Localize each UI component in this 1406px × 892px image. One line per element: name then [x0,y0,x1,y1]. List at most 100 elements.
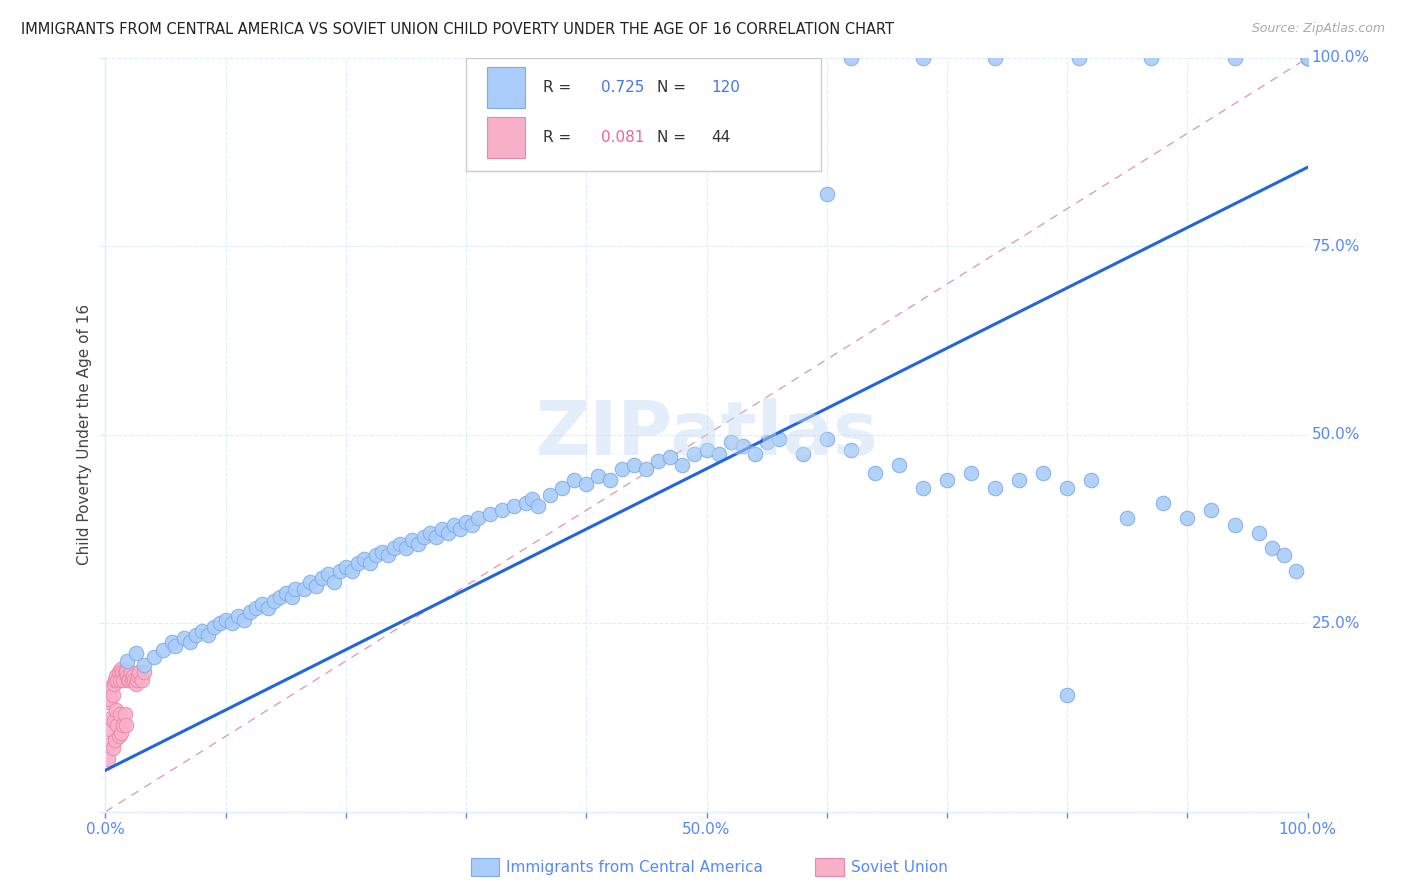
Point [755,435,778,450]
Point [911,51,934,65]
Point [305,579,328,593]
Point [636,462,658,476]
Point [425,530,447,544]
Point [936,473,959,487]
Point [538,488,561,502]
Point [437,525,460,540]
Point [284,582,307,597]
Point [1296,51,1319,65]
Point [1296,51,1319,65]
Point [461,518,484,533]
Point [491,503,513,517]
Point [1296,51,1319,65]
Point [121,673,143,687]
Point [419,525,441,540]
Point [101,740,124,755]
Point [173,632,195,646]
Point [110,725,132,739]
Text: Source: ZipAtlas.com: Source: ZipAtlas.com [1251,22,1385,36]
Point [454,515,477,529]
Point [347,556,370,570]
Point [132,665,155,680]
Point [1272,549,1295,563]
Point [114,706,136,721]
Point [112,673,135,687]
Point [522,491,544,506]
Point [107,665,129,680]
Point [152,642,174,657]
Point [340,564,363,578]
Point [364,549,387,563]
Point [388,537,411,551]
Point [1032,466,1054,480]
Point [107,718,129,732]
Point [98,722,121,736]
Point [1296,51,1319,65]
Point [562,473,585,487]
Point [127,669,149,683]
Bar [486,67,524,109]
Point [575,476,598,491]
Point [114,665,136,680]
Point [984,51,1007,65]
Text: R =: R = [543,80,576,95]
Point [371,544,394,558]
Point [111,665,134,680]
Point [110,661,132,675]
Point [406,537,429,551]
Point [984,481,1007,495]
Point [115,718,138,732]
Point [118,673,141,687]
Point [359,556,381,570]
Point [1201,503,1223,517]
Point [115,665,138,680]
Point [221,616,243,631]
Point [281,590,304,604]
Point [316,567,339,582]
Point [720,435,742,450]
Point [165,639,187,653]
Point [105,703,128,717]
Point [160,635,183,649]
Point [443,518,465,533]
Point [142,650,165,665]
Text: 120: 120 [711,80,740,95]
Point [503,500,526,514]
Point [329,564,352,578]
Point [250,598,273,612]
Point [197,627,219,641]
Point [588,469,610,483]
Point [98,691,121,706]
Point [1056,688,1078,702]
Text: 44: 44 [711,130,731,145]
Point [863,466,886,480]
Point [292,582,315,597]
Point [100,710,122,724]
Point [208,616,231,631]
Point [120,665,142,680]
Point [671,458,693,472]
Point [768,51,790,65]
Bar [486,117,524,158]
Point [1175,510,1198,524]
Point [659,450,682,465]
Point [232,613,254,627]
Point [768,432,790,446]
Point [911,481,934,495]
Point [413,530,436,544]
Point [839,51,862,65]
Point [335,559,357,574]
Point [707,447,730,461]
Point [696,442,718,457]
Point [101,688,124,702]
Text: IMMIGRANTS FROM CENTRAL AMERICA VS SOVIET UNION CHILD POVERTY UNDER THE AGE OF 1: IMMIGRANTS FROM CENTRAL AMERICA VS SOVIE… [21,22,894,37]
Point [1080,473,1102,487]
Point [382,541,405,555]
Point [202,620,225,634]
Point [1008,473,1031,487]
Point [104,733,127,747]
Point [100,681,122,695]
Point [1260,541,1282,555]
Point [1284,564,1306,578]
Text: 50.0%: 50.0% [1312,427,1360,442]
